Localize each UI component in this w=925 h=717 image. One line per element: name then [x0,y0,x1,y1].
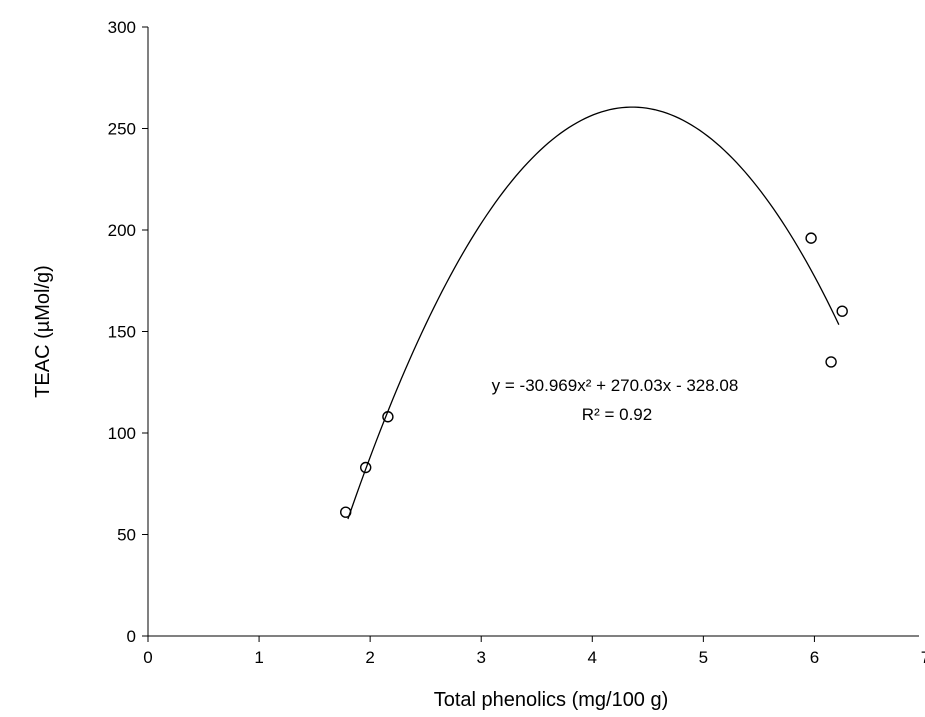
y-tick-label: 200 [108,221,136,240]
r-squared-label: R² = 0.92 [582,405,652,424]
y-tick-label: 0 [127,627,136,646]
y-tick-label: 50 [117,526,136,545]
x-axis-title: Total phenolics (mg/100 g) [434,689,669,711]
trendline [347,106,840,520]
y-axis-ticks: 0 50 100 150 200 250 300 [108,18,148,646]
x-tick-label: 1 [254,648,263,667]
data-point-marker [340,506,352,518]
data-point-marker [382,411,394,423]
data-point-marker [805,232,817,244]
data-points [340,232,848,518]
x-tick-label: 0 [143,648,152,667]
data-point-marker [836,305,848,317]
data-point-marker [825,356,837,368]
x-tick-label: 6 [810,648,819,667]
x-tick-label: 5 [699,648,708,667]
axes [147,27,919,637]
y-tick-label: 300 [108,18,136,37]
y-tick-label: 250 [108,120,136,139]
x-tick-label: 7 [921,648,925,667]
y-tick-label: 100 [108,424,136,443]
x-tick-label: 3 [476,648,485,667]
y-tick-label: 150 [108,323,136,342]
trendline-equation: y = -30.969x² + 270.03x - 328.08 [492,376,739,395]
y-axis-title: TEAC (µMol/g) [32,265,54,398]
x-axis-ticks: 0 1 2 3 4 5 6 7 [143,636,925,667]
x-tick-label: 4 [588,648,597,667]
data-point-marker [360,461,372,474]
x-tick-label: 2 [365,648,374,667]
